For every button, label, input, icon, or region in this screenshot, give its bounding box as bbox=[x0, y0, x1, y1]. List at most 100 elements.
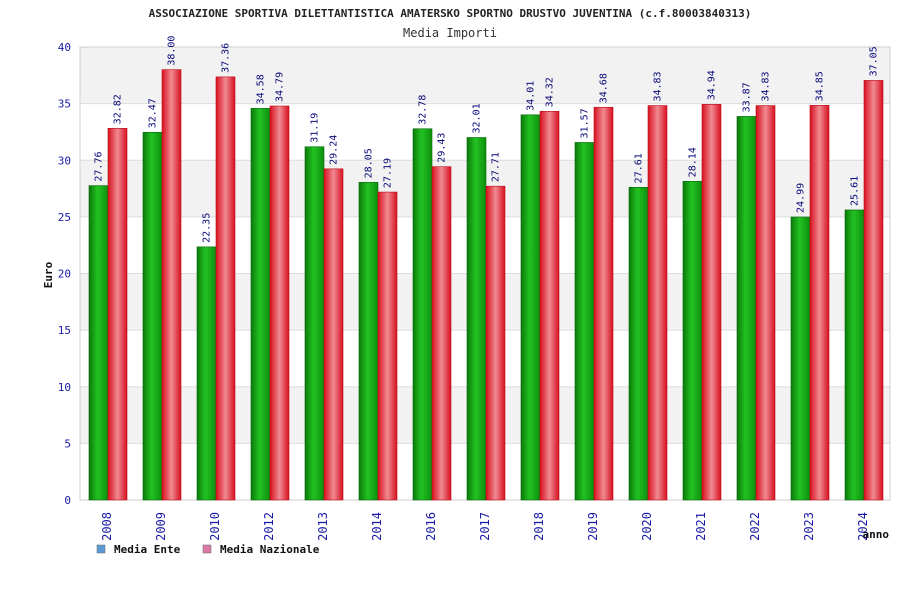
value-labels: 27.76 32.82 32.47 38.00 22.35 37.36 34.58 34.79… bbox=[94, 36, 880, 243]
y-tick-label: 40 bbox=[58, 41, 71, 54]
bar bbox=[520, 114, 541, 501]
bar bbox=[431, 166, 452, 501]
data-label: 27.76 bbox=[94, 152, 105, 182]
x-tick-label: 2009 bbox=[154, 512, 168, 541]
bar bbox=[809, 105, 830, 501]
legend: Media Ente Media Nazionale bbox=[96, 543, 320, 556]
chart-title: ASSOCIAZIONE SPORTIVA DILETTANTISTICA AM… bbox=[149, 7, 752, 20]
x-tick-label: 2017 bbox=[478, 512, 492, 541]
bar bbox=[755, 105, 776, 501]
data-label: 22.35 bbox=[202, 213, 213, 243]
bar bbox=[196, 246, 217, 501]
y-tick-label: 25 bbox=[58, 211, 71, 224]
data-label: 33.87 bbox=[742, 82, 753, 112]
x-tick-label: 2010 bbox=[208, 512, 222, 541]
data-label: 29.24 bbox=[329, 135, 340, 165]
x-tick-label: 2018 bbox=[532, 512, 546, 541]
data-label: 27.19 bbox=[383, 158, 394, 188]
legend-label: Media Nazionale bbox=[220, 543, 320, 556]
bar bbox=[412, 128, 433, 501]
data-label: 28.14 bbox=[688, 147, 699, 177]
data-label: 34.01 bbox=[526, 81, 537, 111]
x-tick-label: 2021 bbox=[694, 512, 708, 541]
bar bbox=[628, 187, 649, 501]
bar bbox=[701, 104, 722, 501]
data-label: 27.71 bbox=[491, 152, 502, 182]
y-tick-label: 0 bbox=[64, 494, 71, 507]
bar bbox=[269, 105, 290, 501]
legend-swatch bbox=[96, 544, 106, 554]
data-label: 38.00 bbox=[167, 36, 178, 66]
data-label: 37.36 bbox=[221, 43, 232, 73]
bar bbox=[142, 131, 163, 501]
x-tick-label: 2014 bbox=[370, 512, 384, 541]
x-axis-title: anno bbox=[863, 528, 890, 541]
x-tick-label: 2020 bbox=[640, 512, 654, 541]
data-label: 32.82 bbox=[113, 94, 124, 124]
y-tick-label: 20 bbox=[58, 268, 71, 281]
x-tick-label: 2012 bbox=[262, 512, 276, 541]
bar bbox=[250, 108, 271, 501]
bar bbox=[161, 69, 182, 501]
bar bbox=[485, 185, 506, 501]
data-label: 32.01 bbox=[472, 103, 483, 133]
x-tick-label: 2019 bbox=[586, 512, 600, 541]
data-label: 29.43 bbox=[437, 133, 448, 163]
data-label: 31.57 bbox=[580, 108, 591, 138]
data-label: 34.85 bbox=[815, 71, 826, 101]
data-label: 28.05 bbox=[364, 148, 375, 178]
bar bbox=[377, 191, 398, 501]
bars bbox=[88, 69, 884, 501]
y-tick-label: 5 bbox=[64, 437, 71, 450]
bar bbox=[107, 128, 128, 501]
y-tick-label: 30 bbox=[58, 154, 71, 167]
y-axis-title: Euro bbox=[42, 261, 55, 288]
data-label: 34.83 bbox=[761, 71, 772, 101]
bar bbox=[593, 106, 614, 501]
bar bbox=[863, 80, 884, 501]
data-label: 24.99 bbox=[796, 183, 807, 213]
bar bbox=[215, 76, 236, 501]
x-tick-label: 2013 bbox=[316, 512, 330, 541]
y-tick-label: 10 bbox=[58, 381, 71, 394]
x-tick-label: 2016 bbox=[424, 512, 438, 541]
bar bbox=[304, 146, 325, 501]
chart-subtitle: Media Importi bbox=[403, 26, 497, 40]
data-label: 32.78 bbox=[418, 95, 429, 125]
bar bbox=[466, 137, 487, 501]
bar bbox=[790, 216, 811, 501]
bar bbox=[574, 142, 595, 501]
legend-swatch bbox=[202, 544, 212, 554]
data-label: 37.05 bbox=[869, 46, 880, 76]
data-label: 34.79 bbox=[275, 72, 286, 102]
bar bbox=[323, 168, 344, 501]
bar bbox=[539, 111, 560, 501]
data-label: 34.68 bbox=[599, 73, 610, 103]
bar bbox=[844, 209, 865, 501]
data-label: 27.61 bbox=[634, 153, 645, 183]
bar bbox=[682, 181, 703, 501]
data-label: 25.61 bbox=[850, 176, 861, 206]
data-label: 31.19 bbox=[310, 113, 321, 143]
data-label: 32.47 bbox=[148, 98, 159, 128]
x-tick-label: 2023 bbox=[802, 512, 816, 541]
bar bbox=[647, 105, 668, 501]
x-tick-label: 2008 bbox=[100, 512, 114, 541]
y-tick-label: 35 bbox=[58, 98, 71, 111]
x-tick-label: 2024 bbox=[856, 512, 870, 541]
bar bbox=[88, 185, 109, 501]
x-axis-ticks: 2008 2009 2010 2012 2013 2014 2016 2017 2018 2019… bbox=[100, 512, 870, 541]
y-axis-ticks: 0 5 10 15 20 25 30 35 40 bbox=[58, 41, 71, 507]
y-tick-label: 15 bbox=[58, 324, 71, 337]
x-tick-label: 2022 bbox=[748, 512, 762, 541]
data-label: 34.32 bbox=[545, 77, 556, 107]
data-label: 34.58 bbox=[256, 74, 267, 104]
plot-band bbox=[80, 47, 890, 104]
data-label: 34.94 bbox=[707, 70, 718, 100]
bar bbox=[736, 116, 757, 501]
legend-label: Media Ente bbox=[114, 543, 181, 556]
bar bbox=[358, 182, 379, 501]
data-label: 34.83 bbox=[653, 71, 664, 101]
